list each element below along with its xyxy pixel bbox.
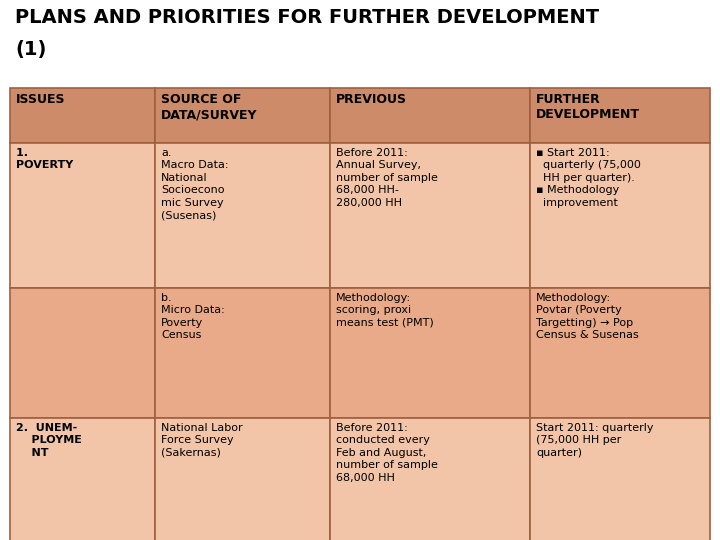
Text: Start 2011: quarterly
(75,000 HH per
quarter): Start 2011: quarterly (75,000 HH per qua… <box>536 423 654 458</box>
Text: 2.  UNEM-
    PLOYME
    NT: 2. UNEM- PLOYME NT <box>16 423 82 458</box>
Text: a.
Macro Data:
National
Socioecono
mic Survey
(Susenas): a. Macro Data: National Socioecono mic S… <box>161 148 228 220</box>
Text: Methodology:
Povtar (Poverty
Targetting) → Pop
Census & Susenas: Methodology: Povtar (Poverty Targetting)… <box>536 293 639 340</box>
Text: ISSUES: ISSUES <box>16 93 66 106</box>
Text: National Labor
Force Survey
(Sakernas): National Labor Force Survey (Sakernas) <box>161 423 243 458</box>
Text: PREVIOUS: PREVIOUS <box>336 93 407 106</box>
Text: Before 2011:
conducted every
Feb and August,
number of sample
68,000 HH: Before 2011: conducted every Feb and Aug… <box>336 423 438 483</box>
Text: Methodology:
scoring, proxi
means test (PMT): Methodology: scoring, proxi means test (… <box>336 293 433 328</box>
Text: b.
Micro Data:
Poverty
Census: b. Micro Data: Poverty Census <box>161 293 225 340</box>
Text: (1): (1) <box>15 40 46 59</box>
Text: SOURCE OF
DATA/SURVEY: SOURCE OF DATA/SURVEY <box>161 93 258 121</box>
Text: 1. 
POVERTY: 1. POVERTY <box>16 148 73 207</box>
Text: FURTHER
DEVELOPMENT: FURTHER DEVELOPMENT <box>536 93 640 121</box>
Text: Before 2011:
Annual Survey,
number of sample
68,000 HH-
280,000 HH: Before 2011: Annual Survey, number of sa… <box>336 148 438 207</box>
Text: PLANS AND PRIORITIES FOR FURTHER DEVELOPMENT: PLANS AND PRIORITIES FOR FURTHER DEVELOP… <box>15 8 599 27</box>
Text: ▪ Start 2011:
  quarterly (75,000
  HH per quarter).
▪ Methodology
  improvement: ▪ Start 2011: quarterly (75,000 HH per q… <box>536 148 641 207</box>
